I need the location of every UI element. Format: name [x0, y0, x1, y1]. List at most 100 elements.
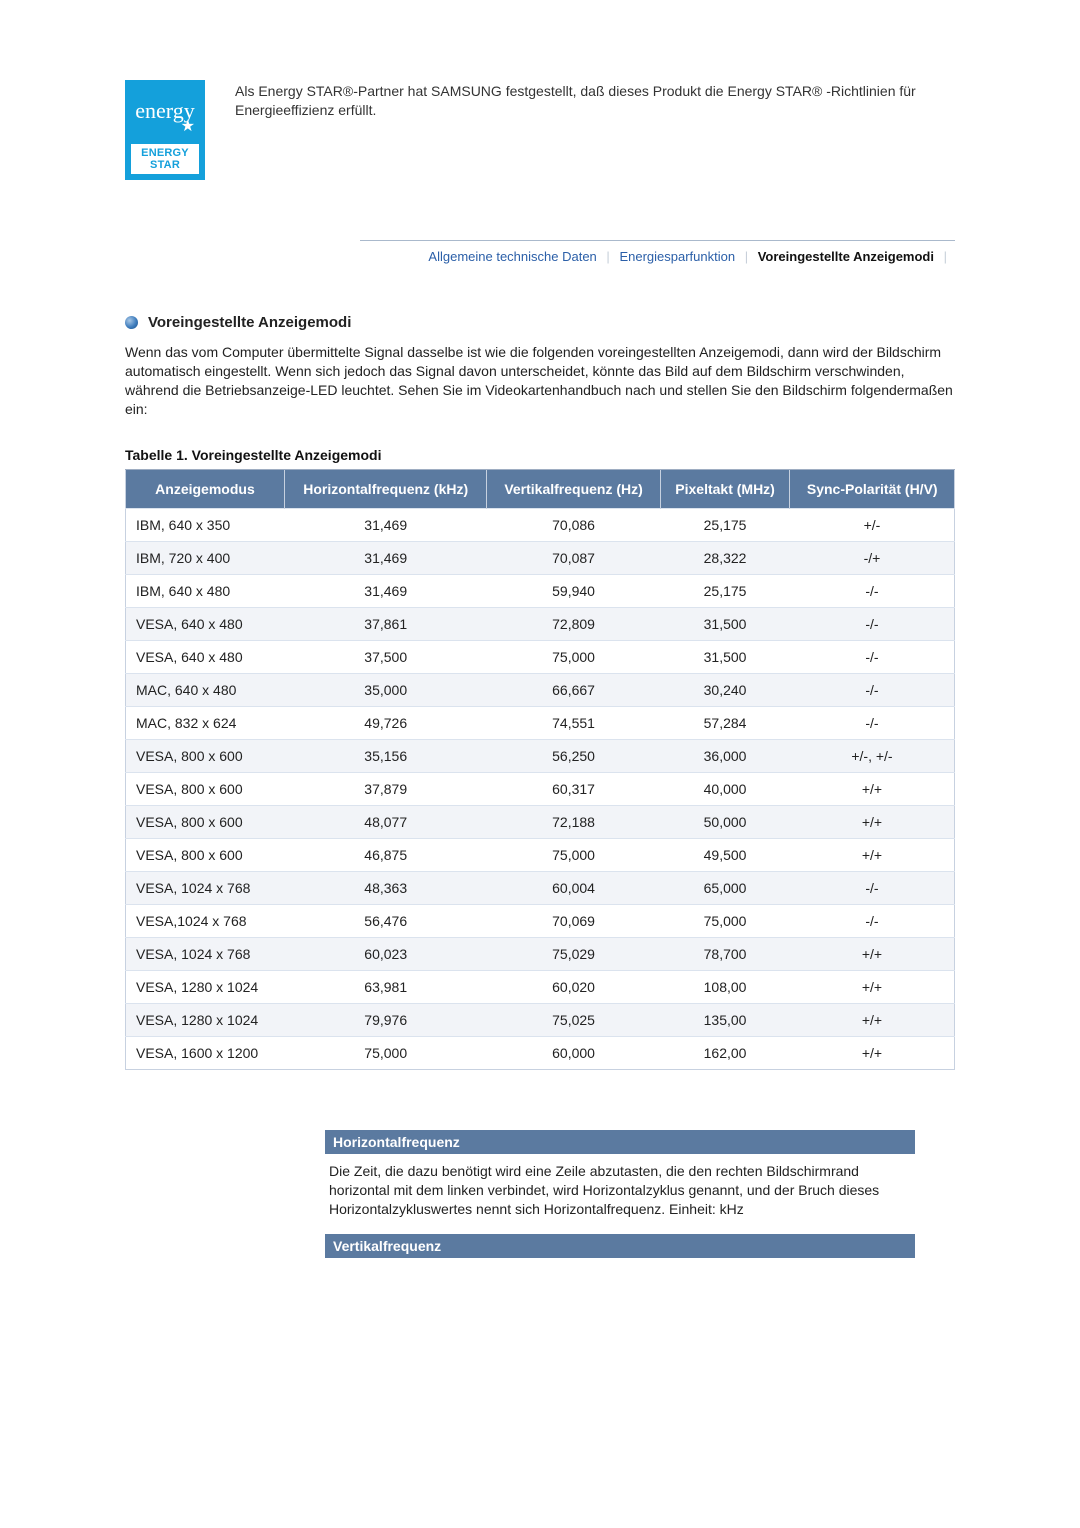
- table-cell: -/-: [790, 607, 955, 640]
- table-cell: 37,861: [284, 607, 487, 640]
- col-hfreq: Horizontalfrequenz (kHz): [284, 470, 487, 509]
- table-cell: +/+: [790, 805, 955, 838]
- table-cell: 40,000: [660, 772, 790, 805]
- table-cell: 59,940: [487, 574, 660, 607]
- table-cell: 60,023: [284, 937, 487, 970]
- table-cell: VESA,1024 x 768: [126, 904, 285, 937]
- table-row: MAC, 640 x 48035,00066,66730,240-/-: [126, 673, 955, 706]
- table-cell: 49,726: [284, 706, 487, 739]
- bullet-icon: [125, 316, 138, 329]
- definitions: Horizontalfrequenz Die Zeit, die dazu be…: [325, 1130, 915, 1259]
- table-row: VESA, 1280 x 102479,97675,025135,00+/+: [126, 1003, 955, 1036]
- energy-star-logo: energy ★ ENERGY STAR: [125, 80, 205, 180]
- table-row: VESA, 800 x 60048,07772,18850,000+/+: [126, 805, 955, 838]
- separator-icon: |: [606, 249, 609, 264]
- table-cell: +/-, +/-: [790, 739, 955, 772]
- table-cell: 31,469: [284, 574, 487, 607]
- table-cell: 65,000: [660, 871, 790, 904]
- table-cell: 70,069: [487, 904, 660, 937]
- table-cell: -/-: [790, 640, 955, 673]
- star-icon: ★: [181, 116, 195, 136]
- table-row: VESA, 800 x 60046,87575,00049,500+/+: [126, 838, 955, 871]
- table-cell: 50,000: [660, 805, 790, 838]
- table-row: MAC, 832 x 62449,72674,55157,284-/-: [126, 706, 955, 739]
- table-cell: +/+: [790, 772, 955, 805]
- table-cell: 35,000: [284, 673, 487, 706]
- section-heading: Voreingestellte Anzeigemodi: [125, 314, 955, 331]
- table-cell: VESA, 1600 x 1200: [126, 1036, 285, 1069]
- table-cell: 60,317: [487, 772, 660, 805]
- table-cell: 75,000: [284, 1036, 487, 1069]
- table-cell: -/-: [790, 706, 955, 739]
- table-cell: +/+: [790, 1003, 955, 1036]
- table-cell: VESA, 800 x 600: [126, 805, 285, 838]
- separator-icon: |: [745, 249, 748, 264]
- table-row: IBM, 640 x 48031,46959,94025,175-/-: [126, 574, 955, 607]
- table-row: VESA, 1280 x 102463,98160,020108,00+/+: [126, 970, 955, 1003]
- tab-powersave[interactable]: Energiesparfunktion: [619, 249, 735, 264]
- table-cell: 56,476: [284, 904, 487, 937]
- table-cell: MAC, 640 x 480: [126, 673, 285, 706]
- table-cell: 75,025: [487, 1003, 660, 1036]
- energy-star-logo-bar: ENERGY STAR: [131, 144, 199, 174]
- table-cell: -/-: [790, 574, 955, 607]
- display-modes-table: Anzeigemodus Horizontalfrequenz (kHz) Ve…: [125, 470, 955, 1070]
- table-cell: 63,981: [284, 970, 487, 1003]
- table-cell: VESA, 800 x 600: [126, 772, 285, 805]
- table-cell: VESA, 1280 x 1024: [126, 970, 285, 1003]
- table-row: IBM, 720 x 40031,46970,08728,322-/+: [126, 541, 955, 574]
- table-cell: -/-: [790, 871, 955, 904]
- table-row: VESA, 1600 x 120075,00060,000162,00+/+: [126, 1036, 955, 1069]
- table-cell: 75,029: [487, 937, 660, 970]
- table-cell: 48,077: [284, 805, 487, 838]
- col-vfreq: Vertikalfrequenz (Hz): [487, 470, 660, 509]
- table-cell: 75,000: [487, 838, 660, 871]
- table-row: VESA, 800 x 60035,15656,25036,000+/-, +/…: [126, 739, 955, 772]
- table-caption: Tabelle 1. Voreingestellte Anzeigemodi: [125, 447, 955, 470]
- table-row: VESA, 1024 x 76860,02375,02978,700+/+: [126, 937, 955, 970]
- table-row: VESA, 800 x 60037,87960,31740,000+/+: [126, 772, 955, 805]
- breadcrumb-tabs: Allgemeine technische Daten | Energiespa…: [360, 240, 955, 264]
- table-row: IBM, 640 x 35031,46970,08625,175+/-: [126, 508, 955, 541]
- table-cell: 79,976: [284, 1003, 487, 1036]
- table-cell: 70,086: [487, 508, 660, 541]
- table-row: VESA,1024 x 76856,47670,06975,000-/-: [126, 904, 955, 937]
- section-title: Voreingestellte Anzeigemodi: [148, 314, 351, 331]
- table-row: VESA, 640 x 48037,50075,00031,500-/-: [126, 640, 955, 673]
- table-cell: 49,500: [660, 838, 790, 871]
- table-cell: 36,000: [660, 739, 790, 772]
- table-cell: IBM, 640 x 480: [126, 574, 285, 607]
- col-pixelclock: Pixeltakt (MHz): [660, 470, 790, 509]
- table-cell: 31,500: [660, 607, 790, 640]
- table-cell: IBM, 640 x 350: [126, 508, 285, 541]
- table-cell: 66,667: [487, 673, 660, 706]
- table-cell: MAC, 832 x 624: [126, 706, 285, 739]
- separator-icon: |: [944, 249, 947, 264]
- tab-preset-modes[interactable]: Voreingestellte Anzeigemodi: [758, 249, 934, 264]
- def-hfreq-title: Horizontalfrequenz: [325, 1130, 915, 1154]
- energy-star-text: Als Energy STAR®-Partner hat SAMSUNG fes…: [235, 80, 955, 120]
- table-cell: 75,000: [660, 904, 790, 937]
- table-cell: 37,879: [284, 772, 487, 805]
- table-cell: 60,000: [487, 1036, 660, 1069]
- table-cell: 31,500: [660, 640, 790, 673]
- table-cell: 57,284: [660, 706, 790, 739]
- table-cell: 30,240: [660, 673, 790, 706]
- table-cell: 70,087: [487, 541, 660, 574]
- table-cell: VESA, 800 x 600: [126, 838, 285, 871]
- table-cell: +/+: [790, 838, 955, 871]
- table-cell: 135,00: [660, 1003, 790, 1036]
- table-cell: VESA, 1024 x 768: [126, 937, 285, 970]
- table-cell: 74,551: [487, 706, 660, 739]
- table-cell: 48,363: [284, 871, 487, 904]
- def-hfreq-body: Die Zeit, die dazu benötigt wird eine Ze…: [325, 1154, 915, 1235]
- table-cell: 162,00: [660, 1036, 790, 1069]
- table-cell: 37,500: [284, 640, 487, 673]
- table-cell: 25,175: [660, 508, 790, 541]
- table-cell: 31,469: [284, 541, 487, 574]
- table-row: VESA, 640 x 48037,86172,80931,500-/-: [126, 607, 955, 640]
- table-cell: 72,188: [487, 805, 660, 838]
- tab-general-specs[interactable]: Allgemeine technische Daten: [428, 249, 596, 264]
- table-cell: 72,809: [487, 607, 660, 640]
- col-mode: Anzeigemodus: [126, 470, 285, 509]
